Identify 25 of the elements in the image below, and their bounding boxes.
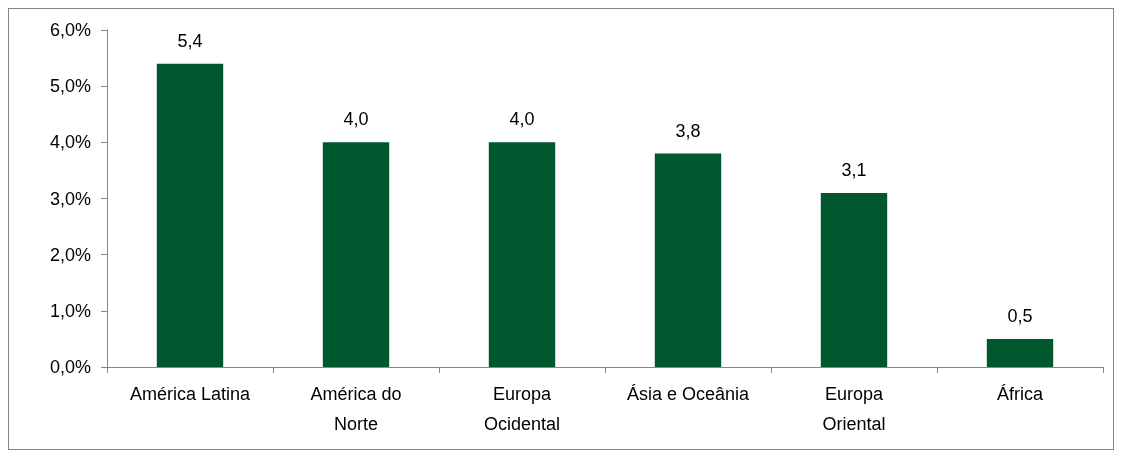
x-tick-label: África <box>996 384 1044 404</box>
y-tick-label: 3,0% <box>49 188 91 209</box>
y-tick-label: 4,0% <box>49 132 91 153</box>
bar <box>488 142 556 367</box>
data-label: 3,1 <box>841 159 867 180</box>
bar <box>986 338 1054 367</box>
data-label: 4,0 <box>343 109 369 130</box>
bar <box>820 192 888 367</box>
x-tick-label: América Latina <box>129 384 252 404</box>
bar <box>156 63 224 367</box>
data-label: 5,4 <box>177 30 203 51</box>
y-tick-label: 2,0% <box>49 244 91 265</box>
x-tick-label: Ásia e Oceânia <box>626 384 751 404</box>
x-tick-label: Europa Ocidental <box>483 384 561 434</box>
y-tick-label: 5,0% <box>49 76 91 97</box>
data-label: 4,0 <box>509 109 535 130</box>
data-label: 3,8 <box>675 120 701 141</box>
x-tick-label: Europa Oriental <box>822 384 886 434</box>
bar <box>322 142 390 367</box>
data-label: 0,5 <box>1007 305 1033 326</box>
y-tick-label: 0,0% <box>49 357 91 377</box>
y-tick-label: 6,0% <box>49 20 91 40</box>
bar <box>654 153 722 367</box>
y-tick-label: 1,0% <box>49 300 91 321</box>
x-tick-label: América do Norte <box>310 384 402 434</box>
